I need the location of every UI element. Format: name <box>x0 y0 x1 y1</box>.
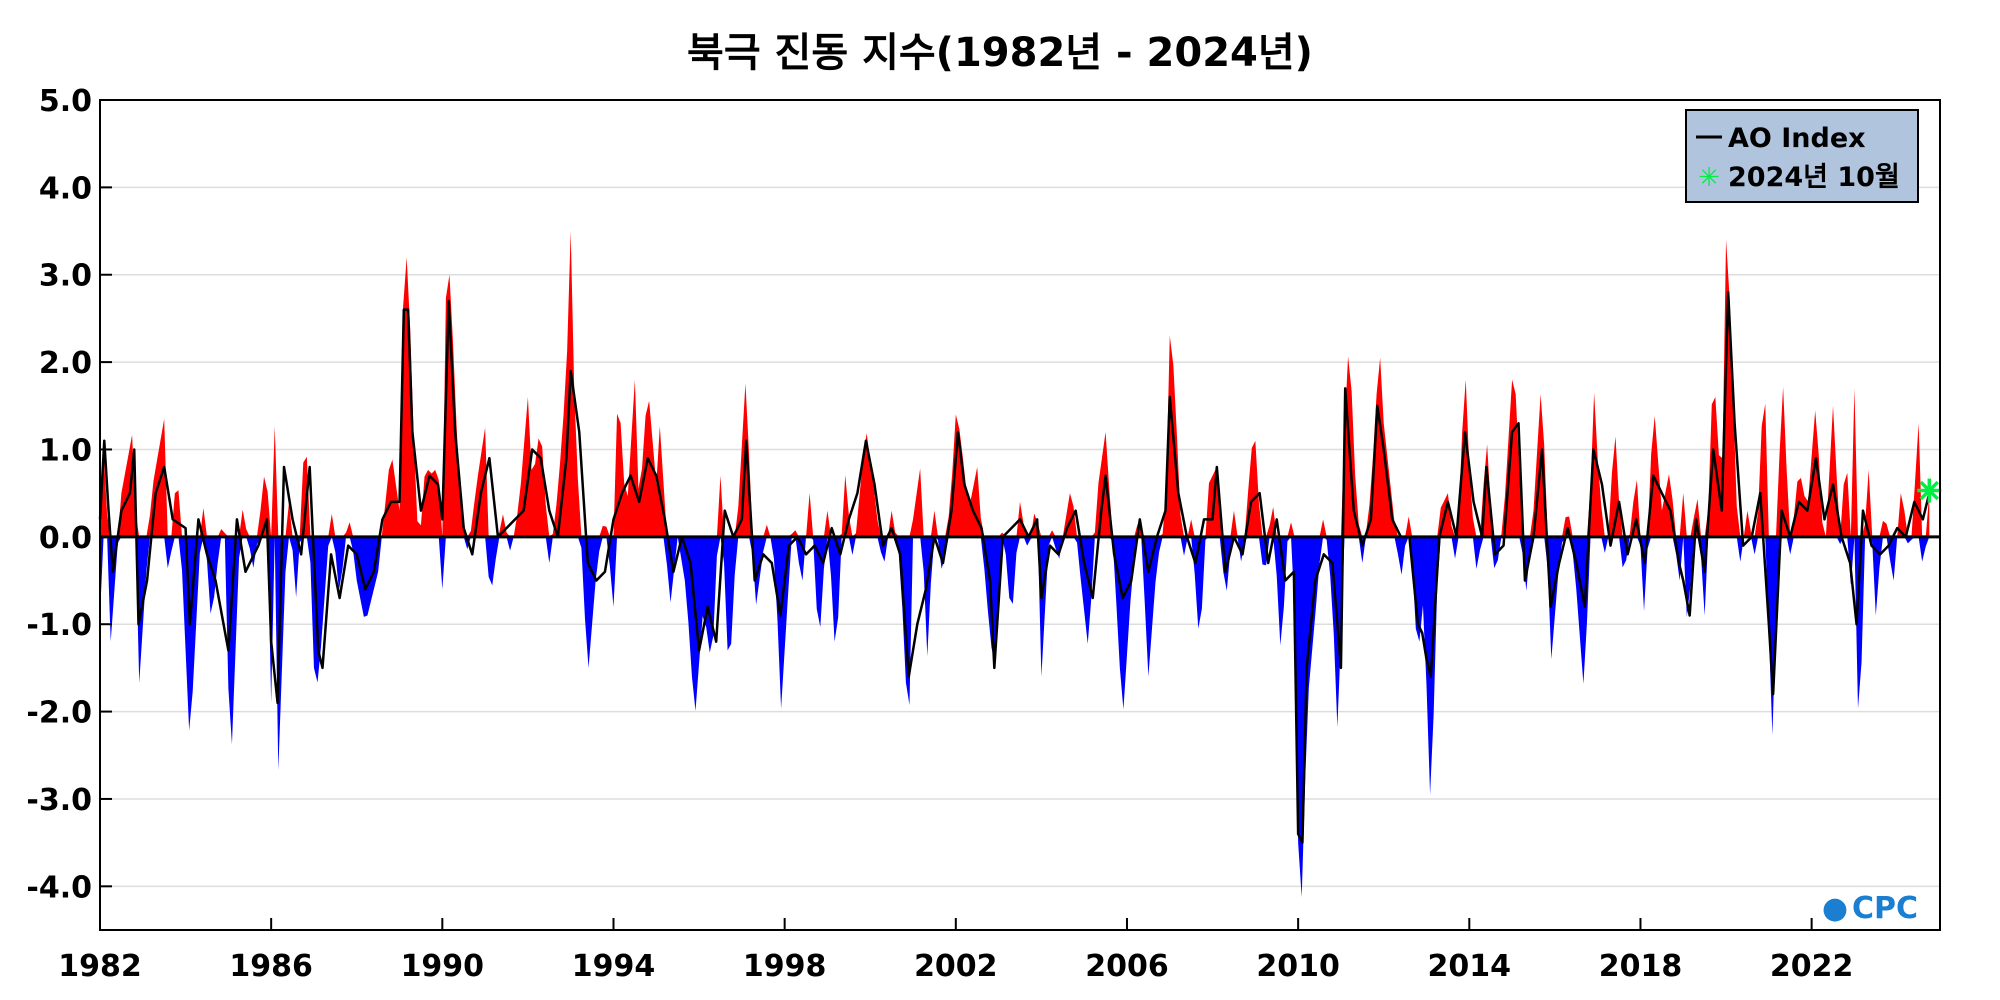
x-tick-label: 1986 <box>229 949 313 984</box>
y-tick-label: 0.0 <box>39 521 92 556</box>
y-tick-label: 4.0 <box>39 171 92 206</box>
x-tick-label: 2018 <box>1599 949 1683 984</box>
y-tick-label: 5.0 <box>39 84 92 119</box>
highlight-marker-group <box>1917 478 1942 503</box>
x-tick-label: 2002 <box>914 949 998 984</box>
x-tick-label: 1982 <box>58 949 142 984</box>
x-axis-ticks: 1982 1986 1990 1994 1998 2002 2006 2010 2014 2018… <box>58 918 1853 984</box>
plot-frame <box>99 99 1941 931</box>
y-tick-label: 1.0 <box>39 433 92 468</box>
x-tick-label: 2014 <box>1428 949 1512 984</box>
area-fills <box>100 231 1930 898</box>
x-tick-label: 2022 <box>1770 949 1854 984</box>
chart-title: 북극 진동 지수(1982년 - 2024년) <box>687 30 1313 76</box>
gridlines <box>100 99 1940 888</box>
cpc-logo-glyph: ● <box>1822 891 1848 926</box>
legend: AO Index ✳ 2024년 10월 <box>1685 109 1919 203</box>
x-tick-label: 2006 <box>1085 949 1169 984</box>
y-tick-label: -1.0 <box>26 608 92 643</box>
y-tick-label: 3.0 <box>39 259 92 294</box>
y-tick-label: -2.0 <box>26 696 92 731</box>
negative-area <box>100 536 1930 898</box>
smoothed-line-group <box>98 290 1931 844</box>
cpc-logo: ● CPC <box>1822 891 1918 926</box>
y-axis-ticks: 5.0 4.0 3.0 2.0 1.0 0.0 -1.0 -2.0 -3.0 -4.0 <box>26 84 112 905</box>
cpc-logo-text: CPC <box>1852 891 1918 926</box>
legend-label-ao-index: AO Index <box>1728 123 1866 154</box>
highlight-marker-arm <box>1919 480 1940 501</box>
legend-label-highlight: 2024년 10월 <box>1728 162 1900 193</box>
y-tick-label: -3.0 <box>26 783 92 818</box>
y-tick-label: 2.0 <box>39 346 92 381</box>
legend-box <box>1685 109 1919 203</box>
x-tick-label: 1998 <box>743 949 827 984</box>
x-tick-label: 1990 <box>401 949 485 984</box>
y-tick-label: -4.0 <box>26 870 92 905</box>
x-tick-label: 1994 <box>572 949 656 984</box>
x-tick-label: 2010 <box>1256 949 1340 984</box>
positive-area <box>100 231 1930 537</box>
legend-star-symbol: ✳ <box>1698 163 1720 193</box>
smoothed-line <box>98 290 1931 844</box>
